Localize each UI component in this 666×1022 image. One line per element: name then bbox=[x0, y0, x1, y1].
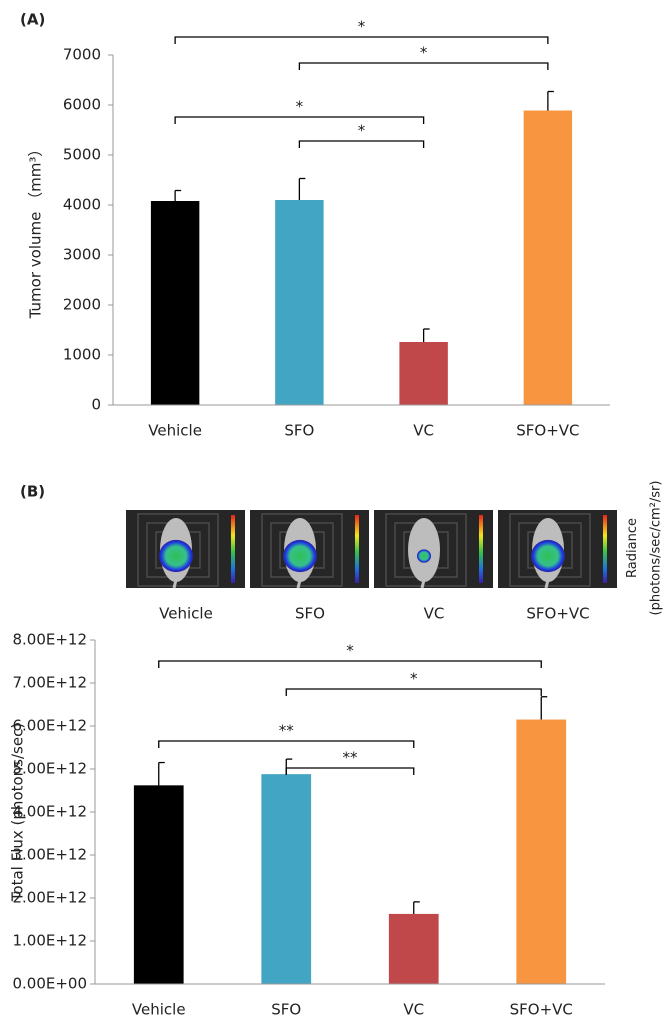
colorbar bbox=[355, 515, 359, 583]
image-caption: Vehicle bbox=[159, 605, 213, 623]
colorbar bbox=[603, 515, 607, 583]
significance-bracket bbox=[158, 740, 415, 748]
signal bbox=[283, 539, 317, 573]
significance-bracket bbox=[158, 660, 542, 668]
y-tick-label: 3.00E+12 bbox=[12, 846, 87, 864]
significance-bracket bbox=[174, 116, 425, 124]
y-tick-label: 1000 bbox=[63, 346, 101, 364]
x-tick-label: SFO bbox=[284, 422, 314, 440]
y-tick-label: 0.00E+00 bbox=[12, 975, 87, 993]
y-tick-label: 0 bbox=[91, 396, 101, 414]
y-tick-label: 4.00E+12 bbox=[12, 803, 87, 821]
significance-bracket bbox=[174, 36, 549, 44]
image-square bbox=[509, 513, 591, 587]
mouse-tail bbox=[544, 579, 550, 589]
y-tick-label: 5.00E+12 bbox=[12, 760, 87, 778]
image-square bbox=[261, 513, 343, 587]
y-axis-label: Total Flux (photons/sec) bbox=[9, 723, 27, 902]
significance-label: ** bbox=[279, 722, 295, 740]
significance-label: ** bbox=[343, 749, 359, 767]
colorbar-label: (photons/sec/cm²/sr) bbox=[649, 481, 664, 616]
y-tick-label: 1.00E+12 bbox=[12, 932, 87, 950]
y-tick-label: 2.00E+12 bbox=[12, 889, 87, 907]
x-tick-label: VC bbox=[413, 422, 434, 440]
colorbar bbox=[479, 515, 483, 583]
x-tick-label: Vehicle bbox=[148, 422, 202, 440]
significance-label: * bbox=[358, 122, 366, 140]
signal bbox=[417, 549, 431, 563]
significance-bracket bbox=[285, 767, 415, 775]
bar bbox=[150, 201, 200, 405]
signal bbox=[531, 539, 565, 573]
significance-bracket bbox=[298, 62, 549, 70]
y-tick-label: 4000 bbox=[63, 196, 101, 214]
bar bbox=[275, 200, 324, 405]
bar bbox=[516, 719, 567, 984]
colorbar-label-line: Radiance bbox=[625, 518, 640, 578]
mouse-tail bbox=[420, 579, 426, 589]
y-tick-label: 6000 bbox=[63, 96, 101, 114]
image-caption: VC bbox=[424, 605, 445, 623]
significance-label: * bbox=[346, 642, 354, 660]
y-tick-label: 7.00E+12 bbox=[12, 674, 87, 692]
x-tick-label: SFO+VC bbox=[510, 1001, 573, 1019]
y-tick-label: 2000 bbox=[63, 296, 101, 314]
panel-label: (B) bbox=[20, 483, 45, 501]
significance-label: * bbox=[410, 670, 418, 688]
mouse-tail bbox=[296, 579, 302, 589]
significance-bracket bbox=[285, 688, 542, 696]
y-tick-label: 7000 bbox=[63, 46, 101, 64]
mouse-tail bbox=[172, 579, 178, 589]
x-tick-label: SFO bbox=[271, 1001, 301, 1019]
x-tick-label: SFO+VC bbox=[516, 422, 579, 440]
imaging-strip: Vehicle SFO VC SFO+VC bbox=[126, 510, 617, 623]
significance-label: * bbox=[358, 18, 366, 36]
bar bbox=[261, 774, 312, 984]
bar bbox=[388, 913, 439, 984]
y-tick-label: 3000 bbox=[63, 246, 101, 264]
significance-label: * bbox=[420, 44, 428, 62]
panel-label: (A) bbox=[20, 11, 45, 29]
image-square bbox=[385, 513, 467, 587]
y-tick-label: 8.00E+12 bbox=[12, 631, 87, 649]
x-tick-label: Vehicle bbox=[132, 1001, 186, 1019]
image-square bbox=[137, 513, 219, 587]
signal bbox=[159, 539, 193, 573]
image-caption: SFO bbox=[295, 605, 325, 623]
y-tick-label: 6.00E+12 bbox=[12, 717, 87, 735]
colorbar-label: Radiance bbox=[625, 518, 640, 578]
y-axis-label: Tumor volume （mm³） bbox=[27, 142, 45, 320]
y-tick-label: 5000 bbox=[63, 146, 101, 164]
significance-bracket bbox=[298, 140, 425, 148]
bar bbox=[133, 785, 184, 984]
x-tick-label: VC bbox=[403, 1001, 424, 1019]
significance-label: * bbox=[296, 98, 304, 116]
bar bbox=[399, 342, 448, 405]
image-caption: SFO+VC bbox=[526, 605, 589, 623]
bar bbox=[523, 110, 573, 405]
colorbar bbox=[231, 515, 235, 583]
